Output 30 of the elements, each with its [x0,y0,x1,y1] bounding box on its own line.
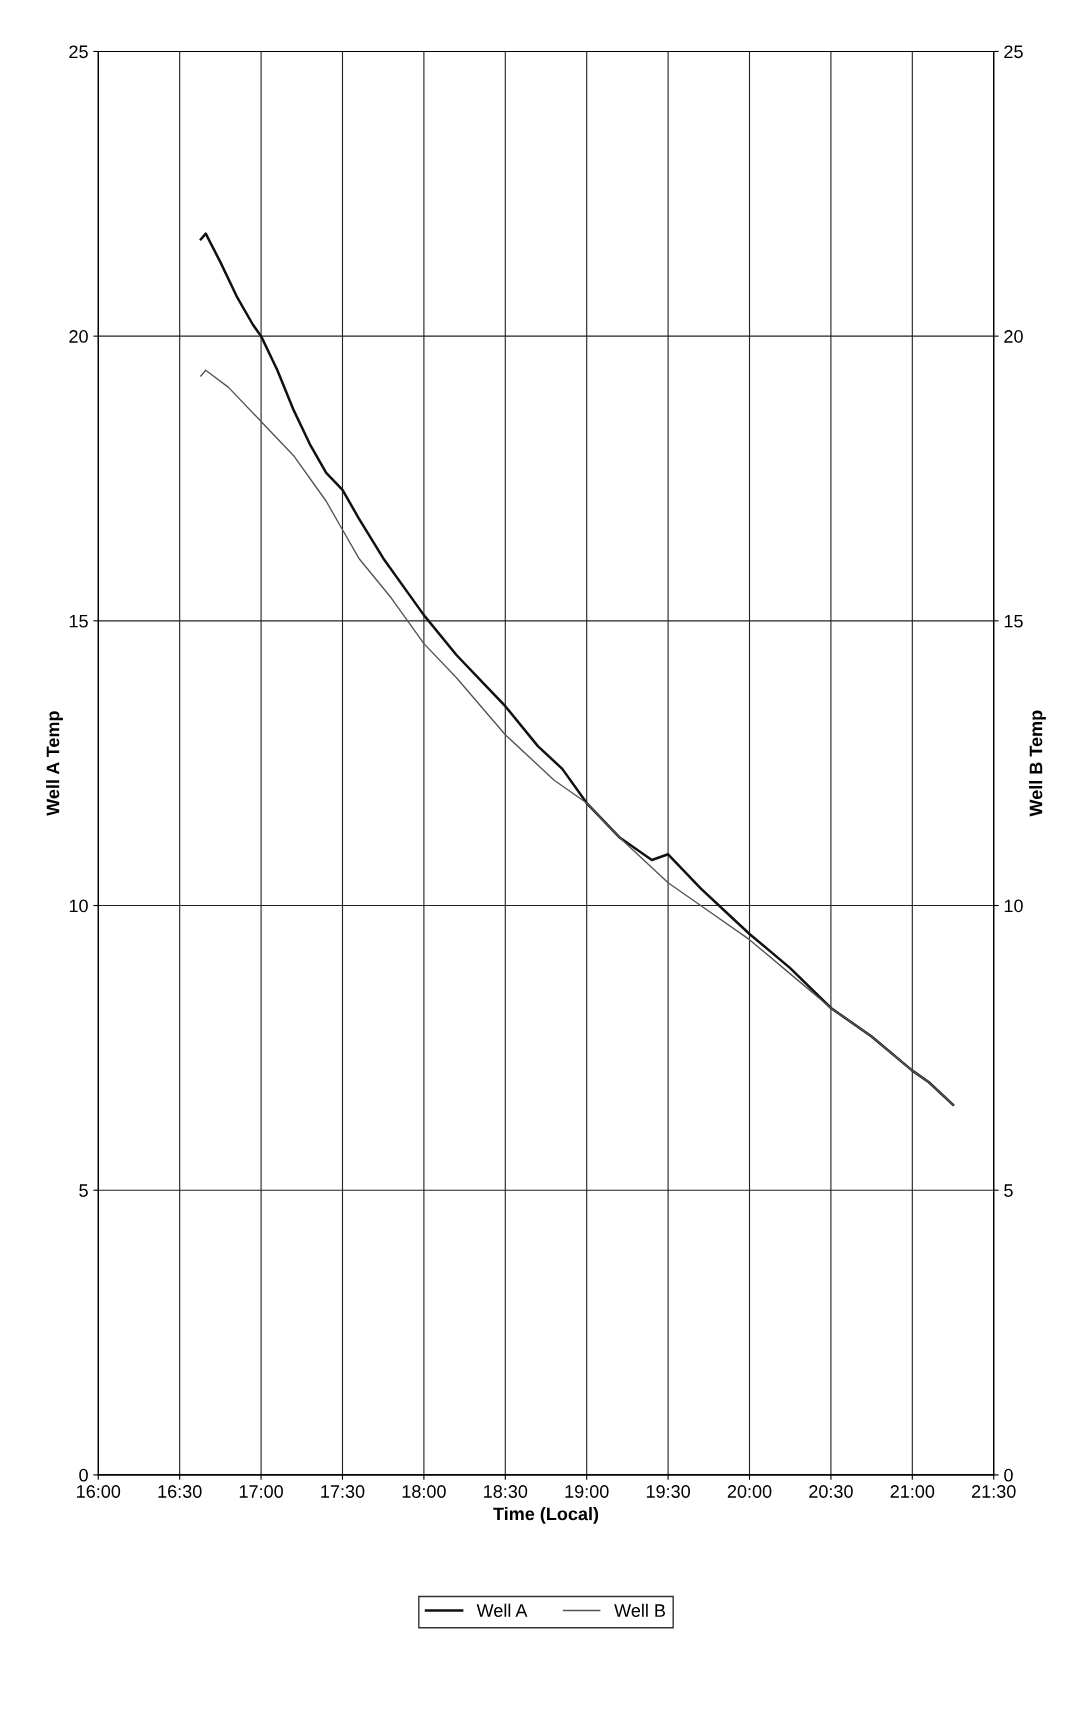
y-tick-label: 25 [69,45,88,59]
y2-axis-title: Well B Temp [1029,710,1046,817]
y-tick-label: 5 [79,1184,88,1197]
x-tick-label: 16:00 [77,1485,121,1498]
x-tick-label: 20:00 [727,1485,772,1498]
y-tick-label: 10 [69,899,88,913]
y-tick-label: 20 [69,330,88,343]
y2-tick-label: 5 [1004,1184,1013,1197]
x-axis-title: Time (Local) [493,1507,599,1524]
y-axis-title: Well A Temp [46,711,63,816]
y-tick-label: 15 [69,614,88,628]
legend-label: Well B [614,1603,666,1617]
x-tick-label: 16:30 [158,1485,202,1498]
y2-tick-label: 15 [1004,614,1023,628]
y2-tick-label: 20 [1004,330,1023,343]
line-series [200,369,954,1106]
y-tick-label: 0 [79,1468,88,1482]
x-tick-label: 21:00 [890,1485,935,1498]
y2-tick-label: 10 [1004,899,1023,913]
x-tick-label: 17:30 [321,1485,365,1498]
x-tick-label: 18:30 [484,1485,528,1498]
x-tick-label: 21:30 [972,1485,1016,1498]
x-tick-label: 20:30 [809,1485,853,1498]
y2-tick-label: 25 [1004,45,1023,59]
x-tick-label: 18:00 [402,1485,446,1498]
legend-label: Well A [476,1603,528,1617]
x-tick-label: 19:00 [565,1485,609,1498]
y2-tick-label: 0 [1004,1468,1013,1482]
x-tick-label: 19:30 [646,1485,690,1498]
x-tick-label: 17:00 [239,1485,283,1498]
